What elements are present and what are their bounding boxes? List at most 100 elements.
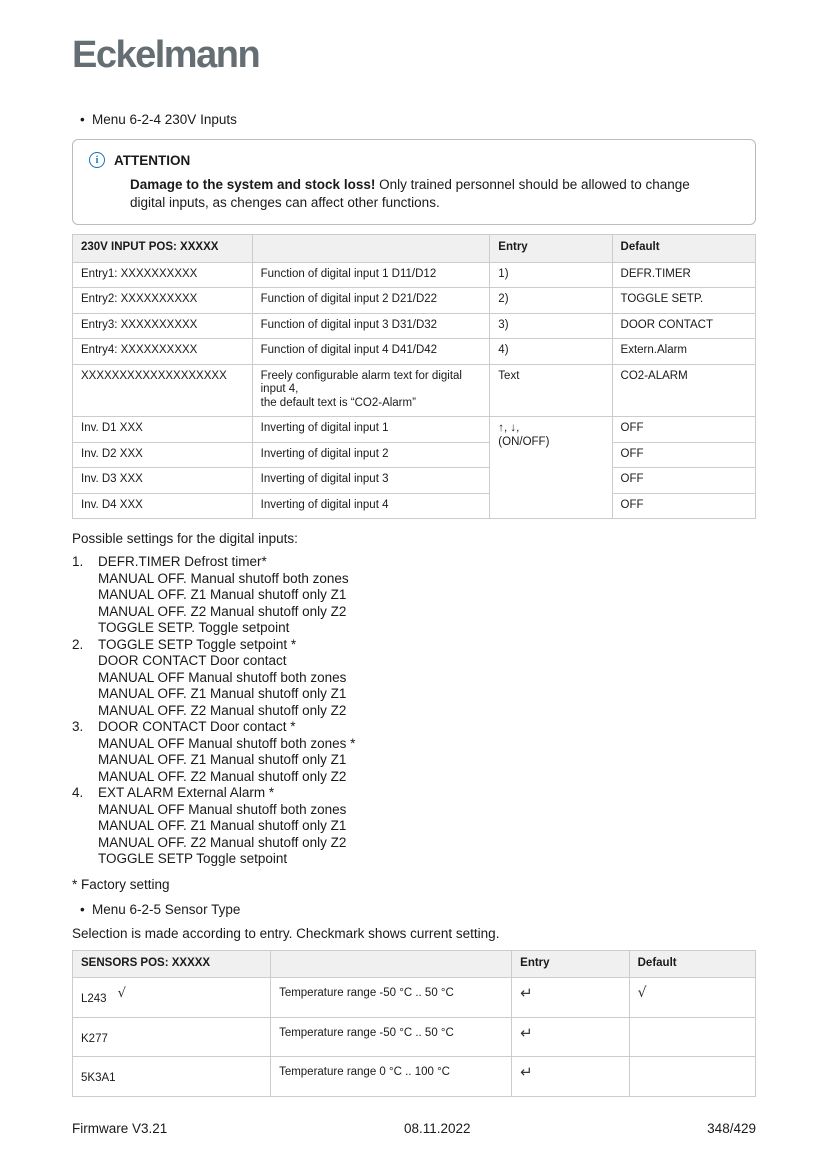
table-cell: 2) — [489, 287, 613, 314]
attention-body: Damage to the system and stock loss! Onl… — [130, 176, 739, 211]
table-cell: Temperature range 0 °C .. 100 °C — [270, 1056, 513, 1097]
table-cell: Extern.Alarm — [611, 338, 757, 365]
table-cell: Inverting of digital input 4 — [251, 492, 491, 519]
table-cell: Inverting of digital input 2 — [251, 441, 491, 468]
table-cell: Text — [489, 363, 613, 417]
footer-page-number: 348/429 — [707, 1121, 756, 1136]
list-number: 1. — [72, 554, 84, 569]
attention-body-text: Only trained personnel should be allowed… — [130, 177, 690, 210]
input-table-header-pos: 230V INPUT POS: XXXXX — [72, 234, 253, 263]
list-item-text: DEFR.TIMER Defrost timer* MANUAL OFF. Ma… — [98, 554, 349, 635]
table-cell: Entry3: XXXXXXXXXX — [72, 312, 253, 339]
table-cell: DEFR.TIMER — [611, 261, 757, 288]
table-row: Inv. D2 XXX Inverting of digital input 2… — [72, 441, 757, 468]
table-row: L243 √ Temperature range -50 °C .. 50 °C … — [71, 977, 757, 1018]
table-cell: Entry4: XXXXXXXXXX — [72, 338, 253, 365]
table-cell: ↵ — [511, 977, 630, 1018]
table-cell: Inv. D4 XXX — [72, 492, 253, 519]
table-row: Entry3: XXXXXXXXXX Function of digital i… — [72, 312, 757, 339]
table-cell: OFF — [611, 416, 757, 443]
attention-header: i ATTENTION — [89, 152, 739, 168]
selection-note: Selection is made according to entry. Ch… — [72, 925, 500, 941]
table-cell: Function of digital input 1 D11/D12 — [251, 261, 491, 288]
info-icon: i — [89, 152, 105, 168]
table-cell: OFF — [611, 441, 757, 468]
menu-bullet-230v-inputs: • Menu 6-2-4 230V Inputs — [72, 111, 756, 128]
table-cell: √ — [628, 977, 757, 1018]
arrow-keys-entry-cell: ↑, ↓, (ON/OFF) — [489, 416, 613, 519]
table-cell: Function of digital input 2 D21/D22 — [251, 287, 491, 314]
table-row: Entry2: XXXXXXXXXX Function of digital i… — [72, 287, 757, 314]
list-item: 2. TOGGLE SETP Toggle setpoint * DOOR CO… — [72, 637, 756, 720]
table-cell: Temperature range -50 °C .. 50 °C — [270, 977, 513, 1018]
table-cell: Function of digital input 3 D31/D32 — [251, 312, 491, 339]
table-cell: OFF — [611, 467, 757, 494]
sensor-table: SENSORS POS: XXXXX Entry Default L243 √ T… — [71, 949, 757, 1097]
page-footer: Firmware V3.21 08.11.2022 348/429 — [72, 1121, 756, 1136]
list-item: 3. DOOR CONTACT Door contact * MANUAL OF… — [72, 719, 756, 785]
bullet-icon: • — [80, 112, 85, 127]
attention-lead-text: Damage to the system and stock loss! — [130, 177, 376, 192]
menu-bullet-label: Menu 6-2-4 230V Inputs — [92, 112, 237, 127]
table-cell: CO2-ALARM — [611, 363, 757, 417]
enter-key-icon: ↵ — [520, 1023, 533, 1042]
input-table-header-default: Default — [611, 234, 757, 263]
table-cell: OFF — [611, 492, 757, 519]
list-item-text: TOGGLE SETP Toggle setpoint * DOOR CONTA… — [98, 636, 347, 718]
input-table: 230V INPUT POS: XXXXX Entry Default Entr… — [72, 234, 757, 519]
list-number: 2. — [72, 636, 84, 652]
sensor-table-header-pos: SENSORS POS: XXXXX — [71, 949, 272, 978]
list-number: 4. — [72, 785, 84, 800]
list-item-text: DOOR CONTACT Door contact * MANUAL OFF M… — [98, 719, 356, 784]
settings-intro: Possible settings for the digital inputs… — [72, 531, 298, 546]
sensor-name: K277 — [81, 1032, 108, 1045]
table-cell: Inv. D3 XXX — [72, 467, 253, 494]
input-table-header-entry: Entry — [489, 234, 613, 263]
table-cell: DOOR CONTACT — [611, 312, 757, 339]
table-cell: 3) — [489, 312, 613, 339]
table-cell: Freely configurable alarm text for digit… — [251, 363, 491, 417]
table-cell: ↵ — [511, 1056, 630, 1097]
table-row: Entry4: XXXXXXXXXX Function of digital i… — [72, 338, 757, 365]
table-cell: Function of digital input 4 D41/D42 — [251, 338, 491, 365]
sensor-table-header-default: Default — [628, 949, 757, 978]
enter-key-icon: ↵ — [520, 984, 533, 1002]
table-row: K277 Temperature range -50 °C .. 50 °C ↵ — [71, 1016, 757, 1057]
sensor-name: 5K3A1 — [81, 1072, 116, 1084]
table-cell — [628, 1056, 757, 1097]
table-row: Inv. D4 XXX Inverting of digital input 4… — [72, 492, 757, 519]
sensor-table-header-entry: Entry — [511, 949, 630, 978]
table-cell: Inverting of digital input 3 — [251, 467, 491, 494]
attention-title: ATTENTION — [114, 152, 191, 168]
table-cell: Entry1: XXXXXXXXXX — [72, 261, 253, 288]
table-row: XXXXXXXXXXXXXXXXXXX Freely configurable … — [72, 363, 757, 417]
table-row: Inv. D1 XXX Inverting of digital input 1… — [72, 416, 757, 519]
table-cell: Inv. D1 XXX — [72, 416, 253, 443]
table-row: 5K3A1 Temperature range 0 °C .. 100 °C ↵ — [71, 1056, 757, 1097]
list-number: 3. — [72, 719, 84, 734]
attention-box: i ATTENTION Damage to the system and sto… — [72, 139, 756, 225]
table-cell: TOGGLE SETP. — [611, 287, 757, 314]
bullet-icon: • — [80, 901, 85, 917]
table-cell: Entry2: XXXXXXXXXX — [72, 287, 253, 314]
list-item: 1. DEFR.TIMER Defrost timer* MANUAL OFF.… — [72, 554, 756, 637]
sensor-table-header-empty — [270, 949, 513, 978]
checkmark-icon: √ — [637, 985, 647, 1001]
checkmark-icon: √ — [117, 986, 126, 1001]
footer-date: 08.11.2022 — [403, 1121, 471, 1136]
menu-bullet-sensor-type: • Menu 6-2-5 Sensor Type — [72, 901, 756, 918]
table-cell: Temperature range -50 °C .. 50 °C — [270, 1016, 513, 1057]
table-cell — [628, 1016, 757, 1057]
factory-setting-note: * Factory setting — [72, 876, 170, 892]
list-item: 4. EXT ALARM External Alarm * MANUAL OFF… — [72, 785, 756, 868]
settings-list: 1. DEFR.TIMER Defrost timer* MANUAL OFF.… — [72, 554, 756, 868]
menu-bullet-label: Menu 6-2-5 Sensor Type — [92, 901, 241, 917]
eckelmann-logo: Eckelmann — [72, 34, 261, 76]
footer-firmware-version: Firmware V3.21 — [72, 1121, 168, 1136]
table-cell: Inverting of digital input 1 — [251, 416, 491, 443]
table-row: Entry1: XXXXXXXXXX Function of digital i… — [72, 261, 757, 288]
table-cell: XXXXXXXXXXXXXXXXXXX — [72, 363, 253, 417]
table-cell: 1) — [489, 261, 613, 288]
input-table-header-row: 230V INPUT POS: XXXXX Entry Default — [72, 234, 757, 263]
